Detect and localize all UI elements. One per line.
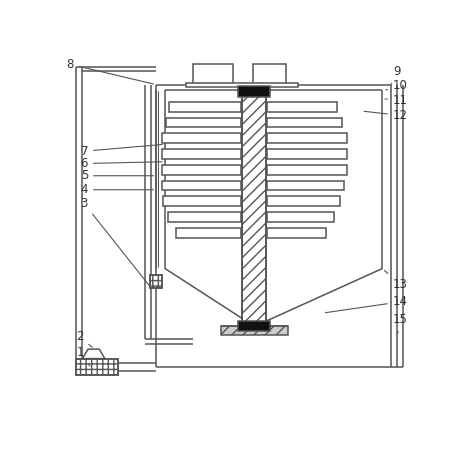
Bar [266, 165, 346, 175]
Text: 14: 14 [325, 295, 407, 313]
Bar [76, 358, 118, 375]
Bar [266, 212, 334, 222]
Bar [242, 90, 265, 322]
Bar [266, 149, 346, 159]
Bar [186, 83, 298, 88]
Bar [193, 64, 233, 84]
Bar [252, 64, 285, 84]
Text: 9: 9 [390, 65, 400, 84]
Text: 10: 10 [385, 79, 407, 92]
Bar [161, 181, 241, 190]
Text: 2: 2 [76, 330, 92, 347]
Text: 11: 11 [384, 94, 407, 107]
Bar [266, 196, 340, 206]
Text: 3: 3 [80, 197, 149, 285]
Bar [166, 118, 241, 128]
Bar [242, 90, 265, 322]
Bar [237, 86, 270, 97]
Bar [167, 212, 241, 222]
Bar [150, 274, 161, 288]
Bar [168, 102, 241, 112]
Bar [266, 118, 341, 128]
Bar [237, 321, 270, 330]
Text: 7: 7 [80, 145, 162, 158]
Text: 15: 15 [392, 313, 407, 334]
Bar [161, 165, 241, 175]
Text: 4: 4 [80, 183, 153, 196]
Bar [221, 326, 287, 335]
Text: 8: 8 [66, 58, 153, 84]
Bar [266, 181, 343, 190]
Bar [266, 134, 346, 143]
Bar [266, 102, 336, 112]
Bar [161, 134, 241, 143]
Bar [266, 228, 325, 238]
Polygon shape [82, 349, 105, 358]
Bar [175, 228, 241, 238]
Bar [150, 274, 161, 288]
Text: 12: 12 [363, 109, 407, 122]
Bar [76, 358, 118, 375]
Text: 6: 6 [80, 157, 162, 170]
Bar [163, 196, 241, 206]
Text: 5: 5 [80, 169, 153, 182]
Bar [161, 149, 241, 159]
Bar [242, 90, 265, 322]
Bar [76, 358, 118, 375]
Bar [150, 274, 161, 288]
Text: 13: 13 [383, 270, 407, 291]
Text: 1: 1 [76, 346, 90, 366]
